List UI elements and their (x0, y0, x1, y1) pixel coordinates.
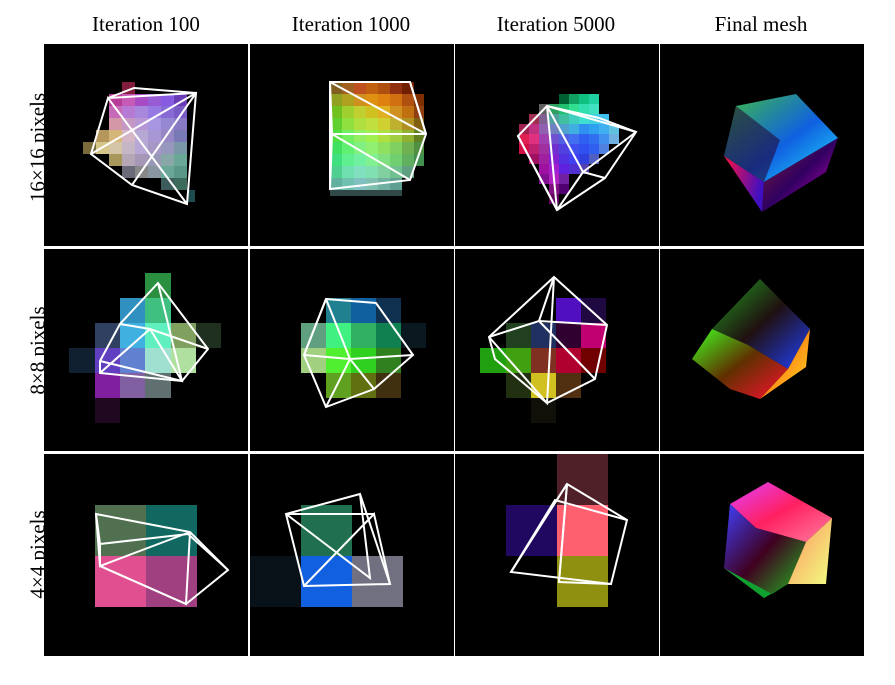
column-header-iteration-1000: Iteration 1000 (291, 12, 411, 36)
cube-4x4-final (724, 482, 832, 598)
cube-8x8-final (692, 279, 810, 399)
column-header-iteration-100: Iteration 100 (92, 12, 200, 36)
panel-8x8-iteration-5000 (455, 249, 659, 451)
column-header-iteration-5000: Iteration 5000 (496, 12, 616, 36)
render-16x16-iter100 (83, 82, 198, 206)
panel-8x8-final-mesh (660, 249, 864, 451)
render-8x8-iter1000 (301, 297, 426, 409)
panel-4x4-iteration-5000 (455, 454, 659, 656)
panel-4x4-iteration-100 (44, 454, 248, 656)
column-header-final-mesh: Final mesh (714, 12, 808, 36)
render-4x4-iter1000 (250, 492, 403, 607)
render-4x4-iter5000 (506, 454, 629, 607)
panel-16x16-iteration-5000 (455, 44, 659, 246)
panel-4x4-iteration-1000 (250, 454, 454, 656)
render-8x8-iter100 (69, 273, 221, 423)
render-16x16-iter5000 (516, 94, 638, 212)
render-4x4-iter100 (94, 505, 230, 607)
render-8x8-iter5000 (480, 275, 609, 423)
panel-8x8-iteration-1000 (250, 249, 454, 451)
render-16x16-iter1000 (329, 81, 428, 196)
panel-16x16-iteration-1000 (250, 44, 454, 246)
panel-16x16-iteration-100 (44, 44, 248, 246)
cube-16x16-final (724, 94, 838, 212)
panel-16x16-final-mesh (660, 44, 864, 246)
panel-8x8-iteration-100 (44, 249, 248, 451)
panel-4x4-final-mesh (660, 454, 864, 656)
